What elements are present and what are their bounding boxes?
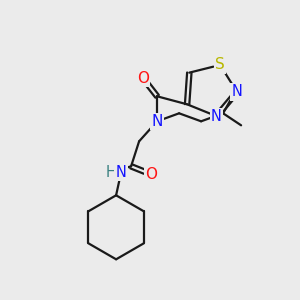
Text: H: H (106, 165, 116, 180)
Text: O: O (145, 167, 157, 182)
Text: N: N (152, 114, 163, 129)
Text: N: N (232, 84, 242, 99)
Text: N: N (211, 109, 222, 124)
Text: N: N (116, 165, 127, 180)
Text: S: S (215, 58, 225, 73)
Text: O: O (137, 71, 149, 86)
